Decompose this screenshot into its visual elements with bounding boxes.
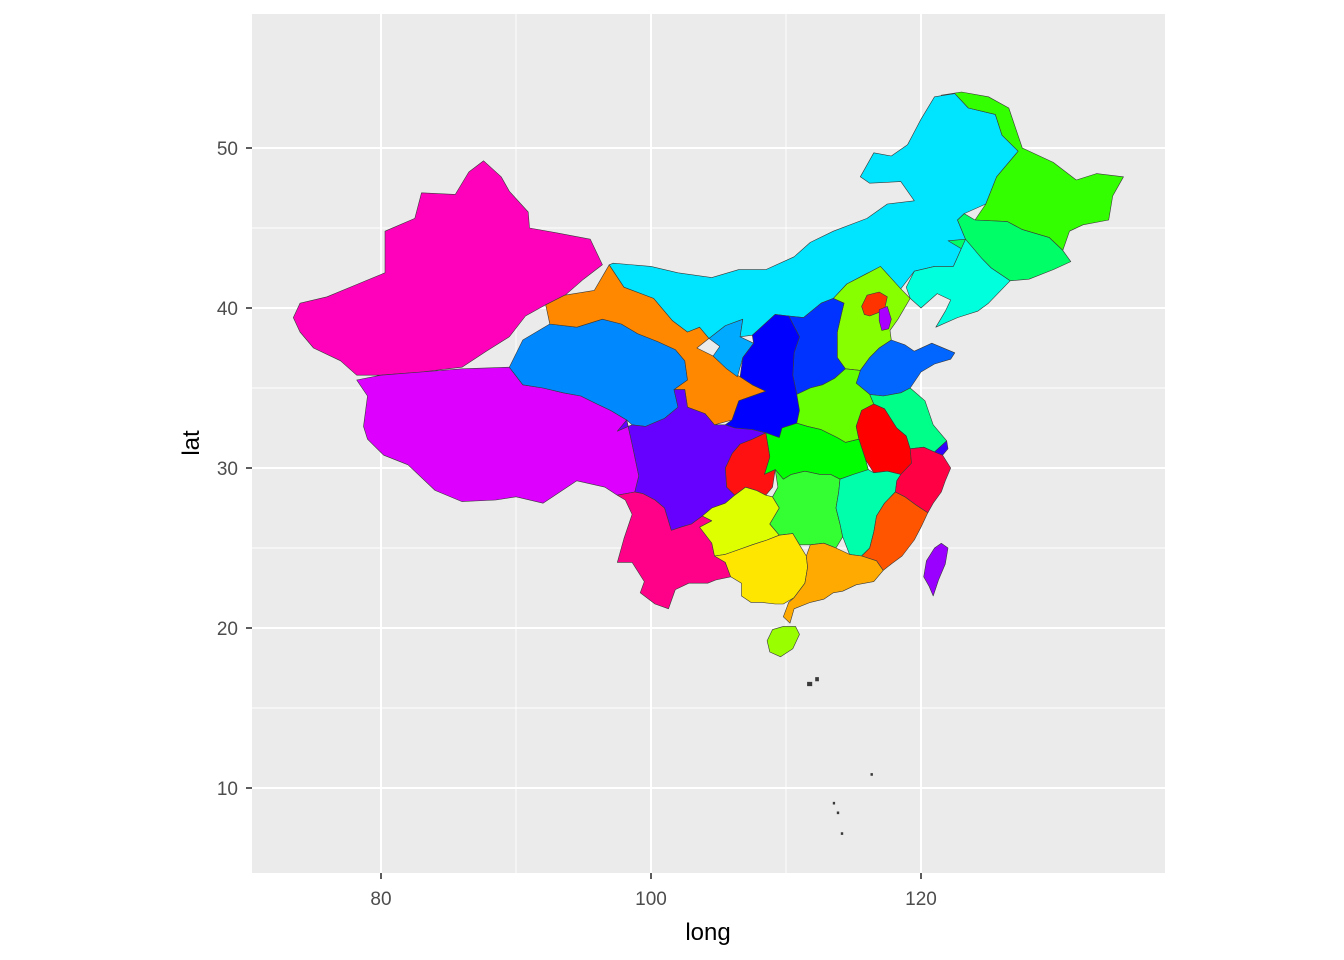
y-axis-title: lat <box>178 430 205 456</box>
region-hunan <box>769 469 844 549</box>
island-spratly-2 <box>832 801 836 805</box>
y-tick-label: 20 <box>217 619 238 640</box>
x-tick-label: 100 <box>635 889 667 910</box>
axis-tick-labels: 80 100 120 10 20 30 40 50 <box>217 139 937 910</box>
y-tick-label: 50 <box>217 139 238 160</box>
x-tick-label: 80 <box>370 889 391 910</box>
island-spratly-4 <box>840 832 844 835</box>
region-yunnan <box>616 491 732 610</box>
axis-ticks <box>246 147 922 879</box>
x-tick-label: 120 <box>905 889 937 910</box>
region-liaoning <box>905 238 1011 328</box>
island-paracel-2 <box>815 677 819 682</box>
region-hainan <box>766 626 800 658</box>
x-axis-title: long <box>685 919 730 946</box>
y-tick-label: 30 <box>217 459 238 480</box>
region-taiwan <box>923 542 949 597</box>
region-tianjin <box>878 306 892 331</box>
island-spratly-1 <box>870 773 873 776</box>
y-tick-label: 10 <box>217 779 238 800</box>
region-fujian <box>861 491 929 571</box>
province-regions <box>292 91 1124 658</box>
y-tick-label: 40 <box>217 299 238 320</box>
island-paracel-1 <box>807 681 813 687</box>
island-spratly-3 <box>836 811 840 815</box>
region-guangdong <box>782 542 884 624</box>
island-markers <box>807 677 873 835</box>
region-heilongjiang <box>940 91 1124 251</box>
